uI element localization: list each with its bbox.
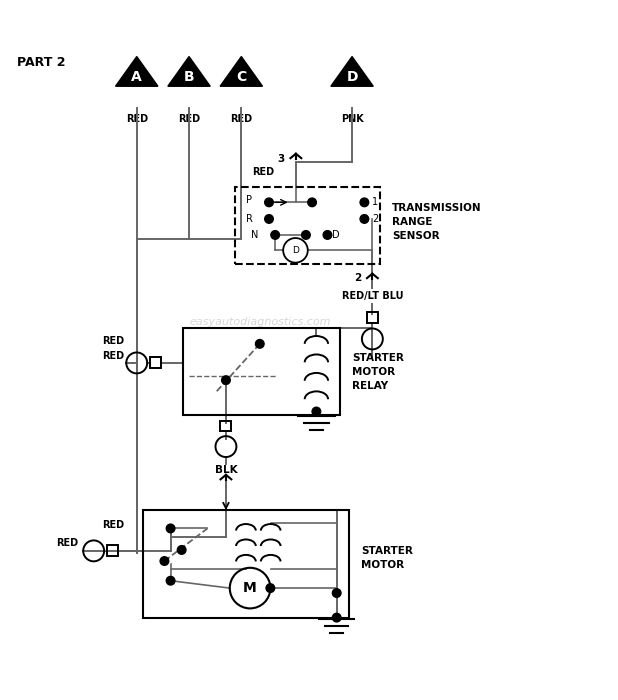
Bar [106,545,117,557]
Text: A: A [132,70,142,84]
Text: TRANSMISSION
RANGE
SENSOR: TRANSMISSION RANGE SENSOR [392,202,481,241]
Circle shape [266,584,274,592]
Text: B: B [184,70,194,84]
Text: RED: RED [56,538,78,549]
Text: PART 2: PART 2 [17,55,66,69]
Text: P: P [246,195,252,205]
Text: BLK: BLK [214,465,237,475]
Text: RED: RED [103,520,124,531]
Text: STARTER
MOTOR: STARTER MOTOR [362,547,413,570]
Text: RED: RED [252,167,274,176]
Text: 1: 1 [372,197,378,207]
Bar [367,312,378,323]
Text: RED: RED [103,351,124,360]
Text: M: M [243,581,257,595]
Text: D: D [346,70,358,84]
Circle shape [312,407,321,416]
Bar [221,421,232,430]
Polygon shape [168,57,210,86]
Text: easyautodiagnostics.com: easyautodiagnostics.com [189,317,331,328]
Circle shape [177,545,186,554]
Circle shape [302,230,310,239]
Text: RED/LT BLU: RED/LT BLU [342,291,403,302]
Polygon shape [116,57,158,86]
Circle shape [271,230,279,239]
Circle shape [323,230,332,239]
Circle shape [360,198,369,206]
Text: 2: 2 [372,214,378,224]
Circle shape [166,524,175,533]
Bar [150,358,161,368]
Bar [235,187,379,264]
Bar [143,510,349,617]
Circle shape [265,198,273,206]
Circle shape [255,340,264,348]
Circle shape [332,589,341,597]
Bar [183,328,340,414]
Text: STARTER
MOTOR
RELAY: STARTER MOTOR RELAY [352,353,404,391]
Text: N: N [250,230,258,240]
Circle shape [360,215,369,223]
Circle shape [332,613,341,622]
Circle shape [160,556,169,566]
Circle shape [166,576,175,585]
Text: PNK: PNK [341,114,363,125]
Text: R: R [246,214,253,224]
Polygon shape [331,57,373,86]
Text: C: C [236,70,247,84]
Text: 3: 3 [277,154,285,164]
Polygon shape [220,57,263,86]
Circle shape [308,198,316,206]
Text: 2: 2 [354,273,362,283]
Circle shape [222,376,231,384]
Text: D: D [292,246,299,255]
Text: RED: RED [103,336,124,346]
Circle shape [265,215,273,223]
Text: RED: RED [178,114,200,125]
Text: RED: RED [231,114,252,125]
Text: D: D [332,230,340,240]
Text: RED: RED [125,114,148,125]
